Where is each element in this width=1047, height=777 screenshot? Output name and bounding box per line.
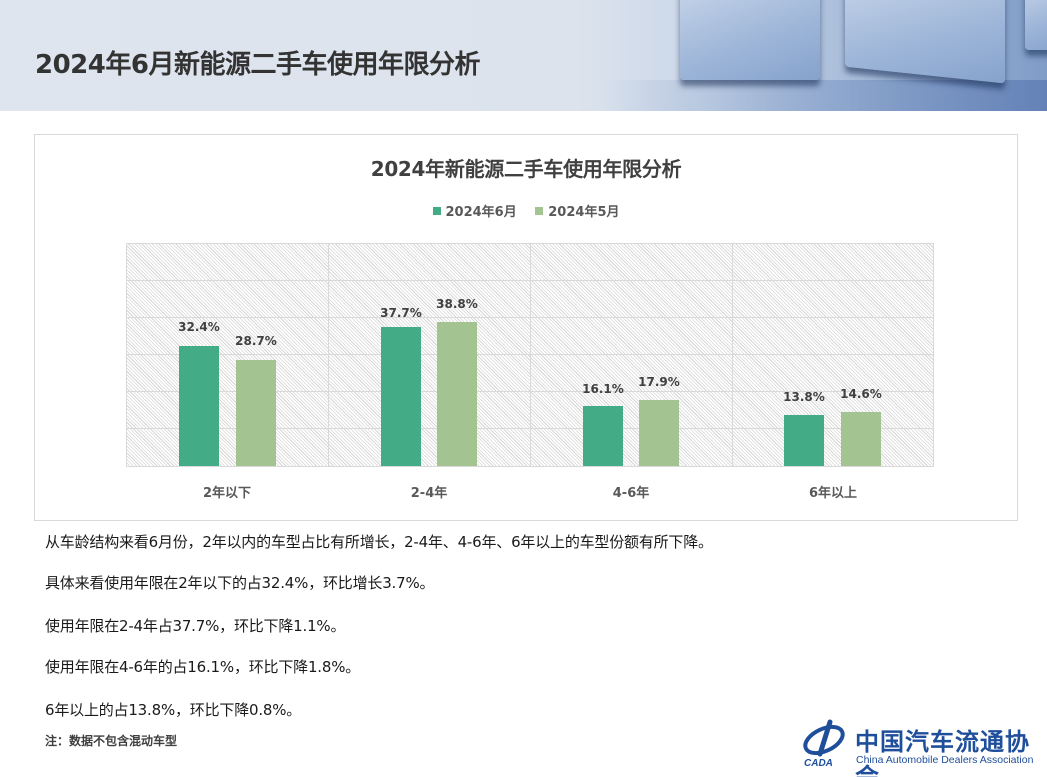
- bar-may-2-4yr: [437, 322, 477, 466]
- bar-jun-4-6yr: [583, 406, 623, 466]
- logo-name-en: China Automobile Dealers Association: [856, 754, 1034, 766]
- analysis-text: 使用年限在4-6年的占16.1%，环比下降1.8%。: [45, 658, 361, 676]
- x-axis-label: 6年以上: [808, 486, 858, 501]
- gridline: [328, 244, 329, 466]
- bar-may-6yr-above: [841, 412, 881, 466]
- header-banner: 2024年6月新能源二手车使用年限分析: [0, 0, 1047, 111]
- data-label: 14.6%: [840, 387, 882, 401]
- x-axis-label: 2-4年: [410, 486, 448, 501]
- data-label: 16.1%: [582, 382, 624, 396]
- banner-cube-image: [845, 0, 1005, 84]
- analysis-text: 6年以上的占13.8%，环比下降0.8%。: [45, 701, 302, 719]
- bar-jun-6yr-above: [784, 415, 824, 466]
- data-label: 38.8%: [436, 297, 478, 311]
- logo-name-cn: 中国汽车流通协会: [855, 727, 1030, 777]
- analysis-text: 从车龄结构来看6月份，2年以内的车型占比有所增长，2-4年、4-6年、6年以上的…: [45, 533, 713, 551]
- banner-cube-image: [680, 0, 820, 80]
- chart-container: 2024年新能源二手车使用年限分析 2024年6月 2024年5月 32.4% …: [34, 134, 1018, 521]
- data-label: 13.8%: [783, 390, 825, 404]
- cada-logo-icon: CADA: [803, 719, 845, 768]
- banner-cube-image: [1025, 0, 1047, 50]
- chart-legend: 2024年6月 2024年5月: [35, 201, 1017, 220]
- analysis-text: 使用年限在2-4年占37.7%，环比下降1.1%。: [45, 617, 346, 635]
- analysis-text: 具体来看使用年限在2年以下的占32.4%，环比增长3.7%。: [45, 574, 435, 592]
- bar-jun-2-4yr: [381, 327, 421, 466]
- svg-text:CADA: CADA: [804, 758, 833, 768]
- chart-title: 2024年新能源二手车使用年限分析: [370, 157, 682, 181]
- bar-may-4-6yr: [639, 400, 679, 466]
- legend-item-jun: 2024年6月: [432, 201, 517, 220]
- data-label: 28.7%: [235, 334, 277, 348]
- page-title: 2024年6月新能源二手车使用年限分析: [35, 50, 480, 80]
- legend-swatch-jun: [432, 206, 441, 215]
- cada-logo: CADA 中国汽车流通协会 China Automobile Dealers A…: [798, 716, 1043, 777]
- gridline: [530, 244, 531, 466]
- data-label: 17.9%: [638, 375, 680, 389]
- gridline: [732, 244, 733, 466]
- bar-jun-2yr-below: [179, 346, 219, 466]
- legend-label: 2024年5月: [548, 205, 620, 220]
- legend-label: 2024年6月: [445, 205, 517, 220]
- legend-swatch-may: [535, 206, 544, 215]
- banner-floor-decoration: [600, 80, 1047, 111]
- x-axis-label: 2年以下: [202, 486, 252, 501]
- x-axis-label: 4-6年: [612, 486, 650, 501]
- data-label: 32.4%: [178, 320, 220, 334]
- bar-may-2yr-below: [236, 360, 276, 466]
- footnote: 注：数据不包含混动车型: [45, 734, 178, 748]
- legend-item-may: 2024年5月: [535, 201, 620, 220]
- plot-area: 32.4% 28.7% 37.7% 38.8% 16.1% 17.9% 13.8…: [126, 243, 934, 467]
- data-label: 37.7%: [380, 306, 422, 320]
